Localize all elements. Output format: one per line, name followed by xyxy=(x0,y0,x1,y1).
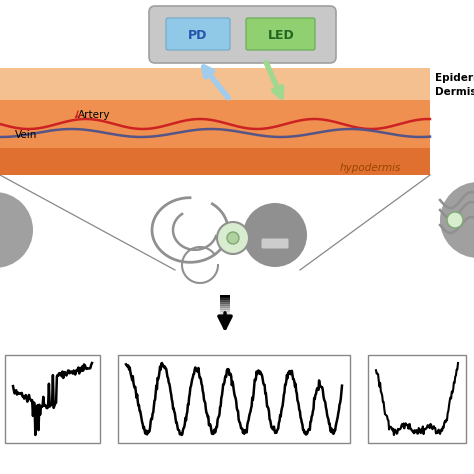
Bar xyxy=(220,315,230,318)
FancyBboxPatch shape xyxy=(246,18,315,50)
Bar xyxy=(220,317,230,319)
Circle shape xyxy=(243,203,307,267)
Bar xyxy=(220,303,230,306)
Text: Vein: Vein xyxy=(15,130,37,140)
Bar xyxy=(220,299,230,301)
Text: Dermis: Dermis xyxy=(435,87,474,97)
Circle shape xyxy=(0,192,33,268)
Bar xyxy=(220,297,230,300)
Bar xyxy=(118,355,350,443)
Text: hypodermis: hypodermis xyxy=(340,163,401,173)
Circle shape xyxy=(447,212,463,228)
Bar xyxy=(0,68,430,100)
Bar xyxy=(220,311,230,313)
Text: PD: PD xyxy=(188,28,208,42)
Bar xyxy=(0,100,430,148)
Bar xyxy=(220,313,230,316)
FancyBboxPatch shape xyxy=(166,18,230,50)
Bar xyxy=(220,301,230,303)
Circle shape xyxy=(440,182,474,258)
Circle shape xyxy=(217,222,249,254)
Bar xyxy=(220,307,230,310)
Circle shape xyxy=(227,232,239,244)
FancyBboxPatch shape xyxy=(262,238,289,248)
Bar xyxy=(220,305,230,308)
Text: Epidermis: Epidermis xyxy=(435,73,474,83)
Bar xyxy=(220,309,230,311)
Text: LED: LED xyxy=(268,28,294,42)
Text: Artery: Artery xyxy=(78,110,110,120)
Bar xyxy=(220,295,230,298)
Bar xyxy=(368,355,466,443)
FancyBboxPatch shape xyxy=(149,6,336,63)
Bar xyxy=(0,148,430,175)
Bar xyxy=(5,355,100,443)
